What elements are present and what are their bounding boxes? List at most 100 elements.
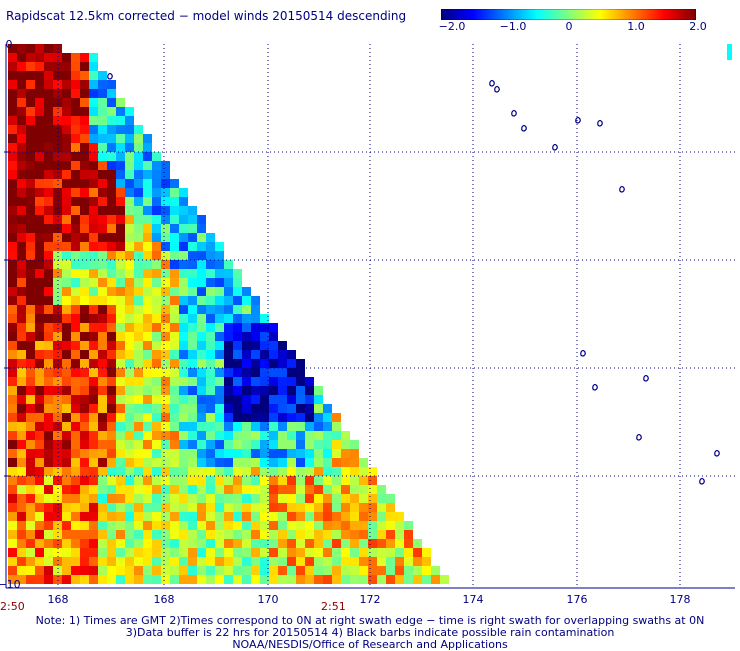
- heatmap-cell: [125, 512, 134, 521]
- heatmap-cell: [323, 449, 332, 458]
- heatmap-cell: [341, 476, 350, 485]
- heatmap-cell: [35, 404, 44, 413]
- heatmap-cell: [44, 323, 53, 332]
- heatmap-cell: [314, 449, 323, 458]
- heatmap-cell: [233, 422, 242, 431]
- heatmap-cell: [62, 260, 71, 269]
- heatmap-cell: [179, 224, 188, 233]
- heatmap-cell: [89, 575, 98, 584]
- heatmap-cell: [206, 440, 215, 449]
- heatmap-cell: [98, 161, 107, 170]
- heatmap-cell: [152, 278, 161, 287]
- heatmap-cell: [242, 449, 251, 458]
- heatmap-cell: [359, 530, 368, 539]
- heatmap-cell: [152, 215, 161, 224]
- heatmap-cell: [170, 260, 179, 269]
- heatmap-cell: [89, 485, 98, 494]
- heatmap-cell: [134, 494, 143, 503]
- heatmap-cell: [341, 566, 350, 575]
- heatmap-cell: [35, 449, 44, 458]
- heatmap-cell: [269, 503, 278, 512]
- heatmap-cell: [215, 350, 224, 359]
- heatmap-cell: [179, 530, 188, 539]
- heatmap-cell: [179, 305, 188, 314]
- heatmap-cell: [224, 314, 233, 323]
- heatmap-cell: [251, 368, 260, 377]
- heatmap-cell: [80, 557, 89, 566]
- heatmap-cell: [71, 287, 80, 296]
- heatmap-cell: [62, 377, 71, 386]
- heatmap-cell: [89, 557, 98, 566]
- heatmap-cell: [116, 296, 125, 305]
- heatmap-cell: [89, 242, 98, 251]
- heatmap-cell: [188, 404, 197, 413]
- heatmap-cell: [143, 233, 152, 242]
- heatmap-cell: [17, 413, 26, 422]
- heatmap-cell: [89, 215, 98, 224]
- heatmap-cell: [35, 323, 44, 332]
- heatmap-cell: [152, 512, 161, 521]
- heatmap-cell: [44, 152, 53, 161]
- heatmap-cell: [368, 467, 377, 476]
- heatmap-cell: [188, 242, 197, 251]
- heatmap-cell: [242, 476, 251, 485]
- heatmap-cell: [323, 566, 332, 575]
- heatmap-cell: [98, 278, 107, 287]
- heatmap-cell: [62, 305, 71, 314]
- heatmap-cell: [143, 224, 152, 233]
- heatmap-cell: [350, 503, 359, 512]
- heatmap-cell: [269, 557, 278, 566]
- heatmap-cell: [17, 314, 26, 323]
- heatmap-cell: [125, 539, 134, 548]
- heatmap-cell: [206, 377, 215, 386]
- heatmap-cell: [44, 449, 53, 458]
- heatmap-cell: [296, 431, 305, 440]
- heatmap-cell: [179, 341, 188, 350]
- heatmap-cell: [278, 404, 287, 413]
- heatmap-cell: [62, 107, 71, 116]
- heatmap-cell: [179, 413, 188, 422]
- heatmap-cell: [332, 467, 341, 476]
- heatmap-cell: [377, 530, 386, 539]
- heatmap-cell: [116, 503, 125, 512]
- heatmap-cell: [53, 530, 62, 539]
- heatmap-cell: [125, 125, 134, 134]
- heatmap-cell: [251, 350, 260, 359]
- heatmap-cell: [314, 521, 323, 530]
- heatmap-cell: [53, 341, 62, 350]
- x-tick-label: 176: [567, 593, 588, 606]
- heatmap-cell: [188, 215, 197, 224]
- heatmap-cell: [62, 269, 71, 278]
- heatmap-cell: [134, 530, 143, 539]
- heatmap-cell: [440, 575, 449, 584]
- heatmap-cell: [134, 296, 143, 305]
- heatmap-cell: [305, 530, 314, 539]
- heatmap-cell: [143, 575, 152, 584]
- heatmap-cell: [134, 161, 143, 170]
- heatmap-cell: [17, 548, 26, 557]
- heatmap-cell: [260, 512, 269, 521]
- heatmap-cell: [359, 521, 368, 530]
- heatmap-cell: [332, 476, 341, 485]
- heatmap-cell: [44, 242, 53, 251]
- plot-grid: [6, 44, 735, 588]
- heatmap-cell: [215, 494, 224, 503]
- heatmap-cell: [233, 440, 242, 449]
- heatmap-cell: [107, 521, 116, 530]
- heatmap-cell: [269, 539, 278, 548]
- heatmap-cell: [98, 404, 107, 413]
- heatmap-cell: [161, 314, 170, 323]
- heatmap-cell: [224, 323, 233, 332]
- heatmap-cell: [386, 494, 395, 503]
- heatmap-cell: [53, 485, 62, 494]
- heatmap-cell: [26, 557, 35, 566]
- heatmap-cell: [215, 395, 224, 404]
- heatmap-cell: [134, 485, 143, 494]
- heatmap-cell: [296, 539, 305, 548]
- heatmap-cell: [278, 368, 287, 377]
- heatmap-cell: [17, 359, 26, 368]
- heatmap-cell: [152, 296, 161, 305]
- heatmap-cell: [215, 530, 224, 539]
- heatmap-cell: [134, 323, 143, 332]
- heatmap-cell: [98, 269, 107, 278]
